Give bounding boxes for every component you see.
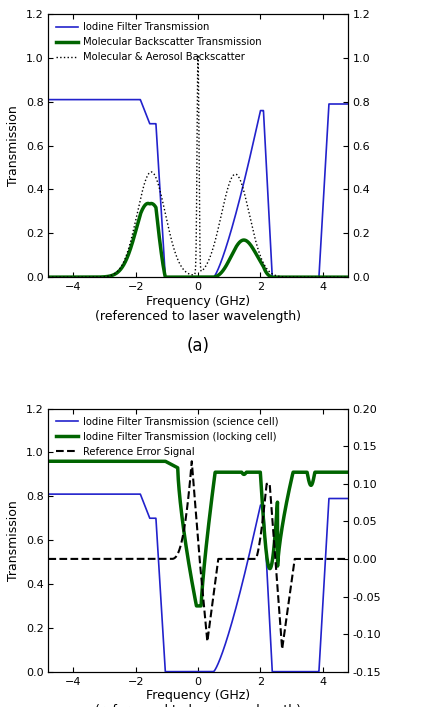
Y-axis label: Transmission: Transmission	[7, 500, 20, 580]
Legend: Iodine Filter Transmission (science cell), Iodine Filter Transmission (locking c: Iodine Filter Transmission (science cell…	[53, 414, 282, 460]
X-axis label: Frequency (GHz)
(referenced to laser wavelength): Frequency (GHz) (referenced to laser wav…	[95, 295, 301, 323]
Y-axis label: Transmission: Transmission	[7, 105, 20, 186]
Text: (a): (a)	[187, 337, 209, 355]
Legend: Iodine Filter Transmission, Molecular Backscatter Transmission, Molecular & Aero: Iodine Filter Transmission, Molecular Ba…	[53, 19, 265, 65]
X-axis label: Frequency (GHz)
(referenced to laser wavelength): Frequency (GHz) (referenced to laser wav…	[95, 689, 301, 707]
